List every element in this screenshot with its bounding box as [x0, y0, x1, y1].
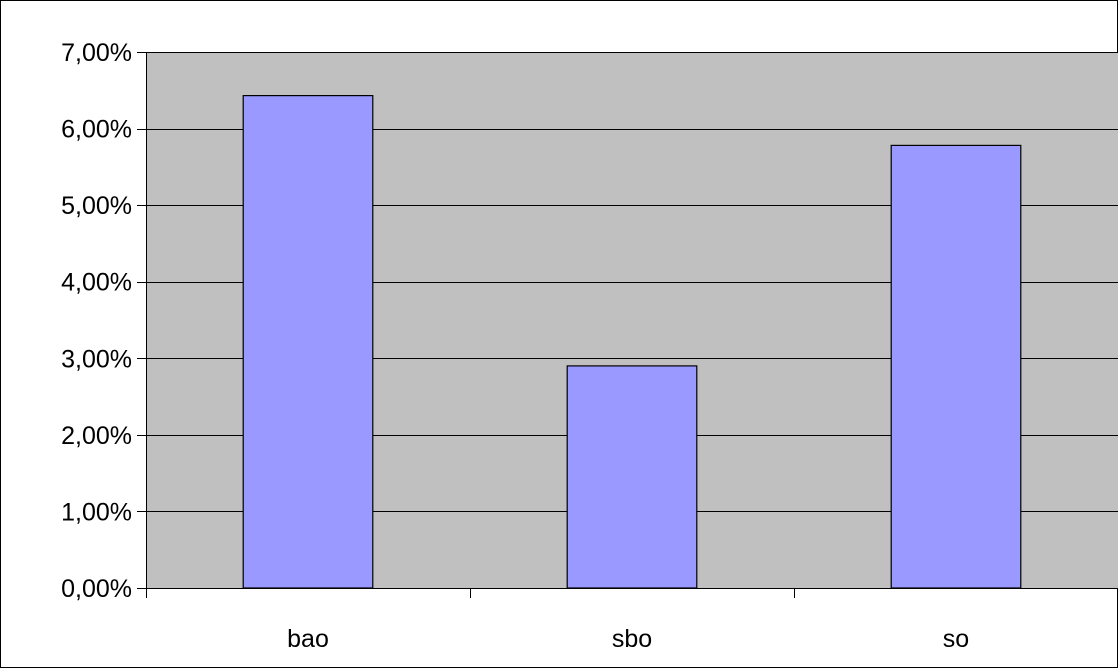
y-tick-label: 4,00% — [61, 269, 132, 297]
x-category-label: bao — [287, 625, 329, 653]
x-axis-tick-labels: bao sbo so — [287, 625, 969, 653]
x-category-label: sbo — [612, 625, 652, 653]
y-tick-label: 6,00% — [61, 116, 132, 144]
x-category-label: so — [943, 625, 969, 653]
bar-so — [890, 144, 1022, 589]
y-tick-label: 1,00% — [61, 498, 132, 526]
y-axis-tick-labels: 0,00% 1,00% 2,00% 3,00% 4,00% 5,00% 6,00% 7,00% — [61, 39, 132, 603]
y-tick-label: 3,00% — [61, 345, 132, 373]
y-tick-label: 0,00% — [61, 575, 132, 603]
y-tick-label: 7,00% — [61, 39, 132, 67]
y-tick-label: 5,00% — [61, 192, 132, 220]
bar-sbo — [566, 365, 698, 589]
axes — [137, 52, 1118, 598]
y-tick-label: 2,00% — [61, 422, 132, 450]
bar-bao — [242, 94, 374, 589]
